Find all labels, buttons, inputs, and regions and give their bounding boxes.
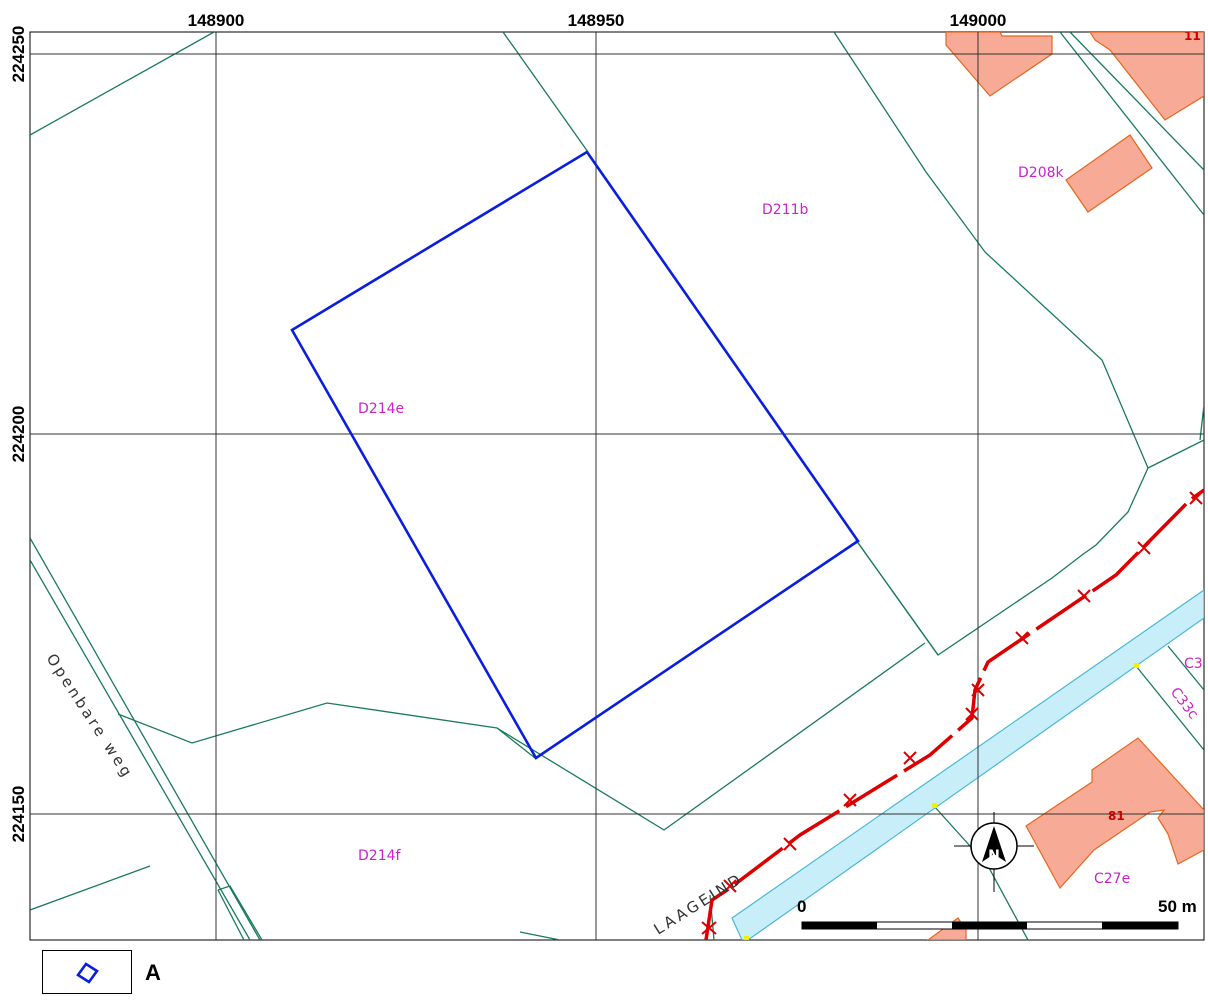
legend-parcel-icon [76, 962, 99, 984]
scale-bar [801, 921, 1179, 930]
building [1025, 737, 1204, 890]
x-coord-label: 148950 [568, 11, 625, 30]
north-arrow-icon: N [954, 812, 1034, 892]
parcel-label-c3: C3 [1184, 656, 1203, 672]
parcel-label-d208k: D208k [1018, 165, 1065, 181]
scale-label-start: 0 [797, 897, 806, 916]
parcel-label-c27e: C27e [1094, 871, 1130, 887]
boundary-marker [744, 936, 749, 940]
parcel-label-d211b: D211b [762, 202, 809, 218]
parcel-boundaries [30, 32, 1204, 940]
parcel-label-d214f: D214f [358, 848, 402, 864]
map-frame [29, 31, 1205, 941]
parcel-label-d214e: D214e [358, 401, 404, 417]
water-channel [731, 589, 1204, 940]
coordinate-grid [30, 32, 1204, 940]
x-coord-label: 149000 [950, 11, 1007, 30]
legend-box [42, 950, 132, 994]
boundary-marker [1134, 663, 1139, 668]
house-number-81: 81 [1108, 809, 1125, 823]
x-coord-label: 148900 [188, 11, 245, 30]
svg-text:N: N [988, 848, 1000, 864]
legend-label: A [145, 960, 161, 985]
house-number-11: 11 [1184, 29, 1201, 43]
y-coord-label: 224200 [9, 406, 28, 463]
scale-label-end: 50 m [1158, 897, 1197, 916]
y-coord-label: 224150 [9, 786, 28, 843]
selected-parcel-a[interactable] [290, 150, 860, 760]
railway-line [701, 488, 1204, 940]
building [1065, 134, 1153, 213]
boundary-marker [932, 803, 937, 808]
y-coord-label: 224250 [9, 26, 28, 83]
